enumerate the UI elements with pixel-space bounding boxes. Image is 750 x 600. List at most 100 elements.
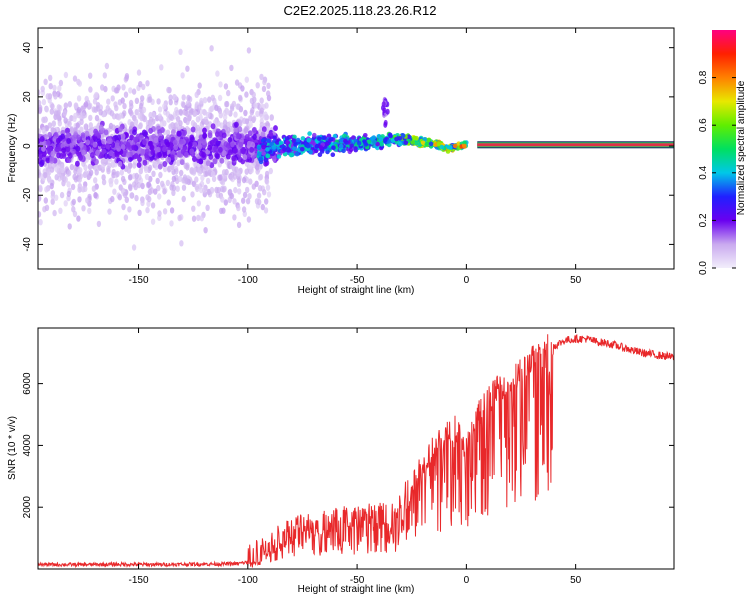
noise-core-point [228, 149, 233, 156]
noise-core-point [234, 121, 239, 128]
noise-point [145, 80, 150, 87]
noise-point [137, 112, 142, 120]
noise-point [229, 192, 235, 200]
noise-point [38, 169, 41, 176]
noise-core-point [148, 127, 154, 134]
noise-point [221, 169, 227, 176]
noise-core-point [39, 136, 45, 142]
noise-core-point [212, 158, 218, 165]
noise-point [223, 199, 228, 206]
noise-point [38, 184, 43, 191]
noise-core-point [165, 141, 171, 148]
noise-core-point [133, 136, 139, 143]
noise-core-point [238, 141, 244, 148]
transition-point [278, 140, 284, 145]
noise-core-point [61, 147, 67, 154]
noise-point [197, 167, 202, 174]
noise-point [159, 120, 165, 127]
noise-point [41, 127, 46, 134]
noise-point [38, 219, 43, 226]
noise-point [195, 124, 201, 132]
noise-core-point [42, 140, 48, 147]
noise-point [226, 89, 231, 97]
noise-core-point [252, 126, 257, 133]
snr-series-line [38, 334, 674, 569]
noise-core-point [192, 141, 198, 148]
noise-point [205, 204, 210, 211]
noise-core-point [65, 127, 71, 134]
noise-core-point [98, 124, 104, 131]
noise-core-point [199, 150, 204, 157]
noise-point [166, 199, 171, 206]
noise-point [44, 186, 49, 193]
noise-point [115, 170, 120, 178]
noise-point [148, 175, 153, 183]
noise-point [76, 215, 81, 222]
chart-title: C2E2.2025.118.23.26.R12 [284, 3, 437, 18]
noise-point [128, 184, 133, 192]
noise-core-point [170, 129, 176, 136]
noise-point [59, 191, 65, 199]
noise-point [179, 169, 184, 177]
noise-point [63, 71, 69, 79]
noise-point [54, 194, 59, 201]
noise-point [156, 98, 161, 105]
noise-point [137, 209, 142, 216]
noise-point [189, 167, 194, 174]
noise-point [254, 180, 259, 187]
noise-point [199, 97, 204, 105]
noise-core-point [132, 129, 137, 136]
noise-point [101, 178, 107, 186]
noise-point [185, 118, 190, 126]
noise-point [266, 191, 272, 198]
noise-point [245, 198, 251, 205]
noise-point [229, 64, 234, 72]
transition-point [348, 147, 354, 152]
noise-core-point [158, 135, 164, 142]
noise-point [83, 123, 88, 131]
noise-point [100, 84, 105, 91]
noise-point [102, 72, 108, 79]
noise-point [40, 85, 45, 93]
noise-core-point [47, 131, 53, 138]
noise-core-point [79, 141, 84, 148]
noise-point [255, 82, 260, 89]
spike-point [383, 121, 388, 128]
noise-core-point [189, 148, 195, 155]
noise-point [236, 221, 242, 229]
noise-point [205, 177, 211, 185]
transition-point [256, 145, 262, 150]
noise-point [62, 109, 68, 117]
noise-core-point [92, 141, 98, 148]
noise-core-point [50, 150, 56, 157]
snr-frame [37, 327, 675, 570]
noise-point [138, 122, 143, 129]
noise-point [111, 113, 117, 120]
noise-core-point [95, 149, 100, 156]
transition-point [428, 141, 434, 147]
noise-point [38, 107, 43, 115]
noise-point [124, 73, 130, 80]
noise-point [113, 101, 118, 108]
noise-point [81, 112, 86, 119]
transition-point [344, 140, 349, 145]
noise-point [145, 206, 150, 214]
noise-point [52, 84, 57, 92]
noise-point [88, 169, 94, 176]
noise-point [196, 200, 201, 207]
spike-point [381, 101, 386, 108]
noise-point [38, 128, 41, 135]
noise-point [220, 196, 225, 203]
transition-point [295, 137, 301, 143]
noise-core-point [221, 132, 227, 139]
transition-point [317, 136, 322, 141]
transition-point [371, 135, 377, 140]
noise-point [263, 207, 269, 214]
noise-point [109, 177, 114, 184]
noise-point [159, 64, 164, 71]
noise-core-point [114, 151, 120, 158]
noise-point [157, 210, 162, 217]
noise-point [57, 120, 62, 127]
transition-point [266, 138, 272, 144]
noise-point [203, 227, 208, 234]
